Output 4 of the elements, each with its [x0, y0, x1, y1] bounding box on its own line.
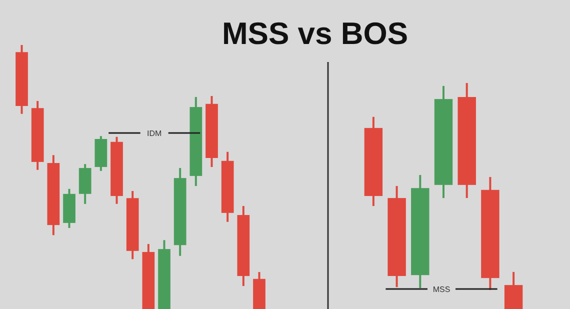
- candlestick: [504, 270, 523, 309]
- annotation: IDM: [146, 128, 162, 138]
- chart-title: MSS vs BOS: [222, 16, 408, 51]
- annotation: MSS: [432, 284, 450, 294]
